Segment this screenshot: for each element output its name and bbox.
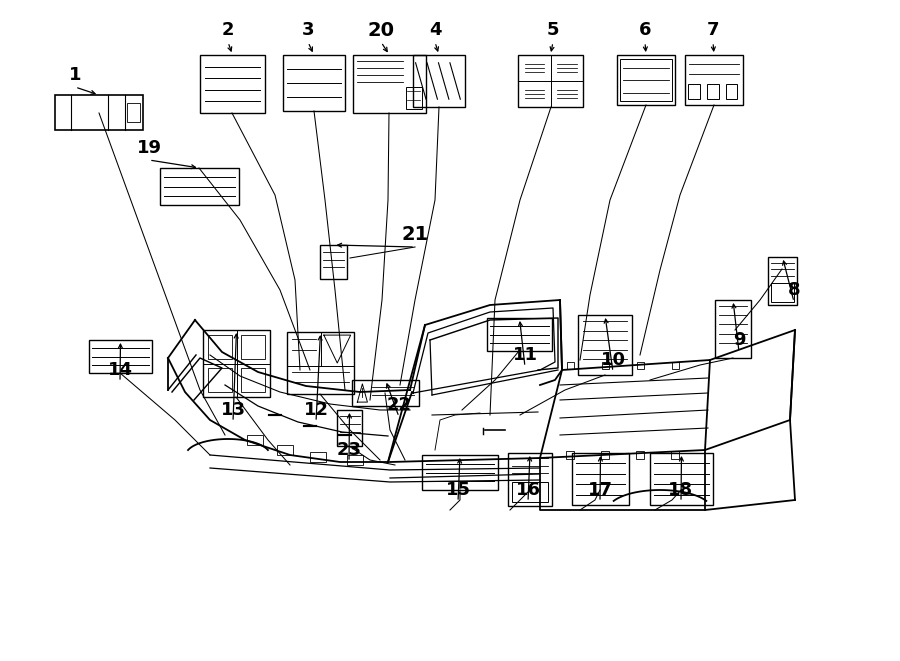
Bar (287, 332, 354, 394)
Text: 14: 14 (107, 361, 132, 379)
Bar (203, 330, 270, 397)
Bar (672, 362, 679, 369)
Bar (671, 451, 679, 459)
Bar (127, 102, 140, 122)
Bar (715, 300, 751, 358)
Bar (768, 257, 797, 305)
Bar (601, 451, 609, 459)
Text: 9: 9 (733, 331, 745, 349)
Text: 13: 13 (220, 401, 246, 419)
Bar (406, 87, 421, 109)
Text: 18: 18 (669, 481, 694, 499)
Bar (277, 445, 293, 455)
Bar (422, 455, 498, 490)
Bar (160, 168, 239, 205)
Bar (241, 368, 266, 393)
Bar (347, 455, 363, 465)
Text: 11: 11 (512, 346, 537, 364)
Bar (247, 435, 263, 445)
Bar (707, 84, 718, 99)
Bar (352, 380, 419, 406)
Bar (241, 334, 266, 359)
Bar (578, 315, 632, 375)
Bar (688, 84, 700, 99)
Text: 22: 22 (386, 396, 411, 414)
Bar (89, 340, 152, 373)
Bar (518, 55, 583, 107)
Bar (508, 453, 552, 506)
Text: 12: 12 (303, 401, 328, 419)
Bar (572, 453, 629, 505)
Text: 15: 15 (446, 481, 471, 499)
Bar (512, 482, 547, 502)
Text: 2: 2 (221, 21, 234, 39)
Bar (487, 318, 552, 351)
Text: 6: 6 (639, 21, 652, 39)
Bar (771, 284, 794, 301)
Text: 10: 10 (600, 351, 626, 369)
Bar (617, 55, 675, 105)
Bar (637, 362, 644, 369)
Bar (310, 452, 326, 462)
Bar (650, 453, 713, 505)
Bar (283, 55, 345, 111)
Text: 3: 3 (302, 21, 314, 39)
Text: 21: 21 (401, 225, 428, 245)
Bar (320, 245, 347, 279)
Bar (413, 55, 465, 107)
Bar (353, 55, 426, 113)
Bar (620, 59, 671, 101)
Text: 7: 7 (706, 21, 719, 39)
Bar (685, 55, 743, 105)
Bar (566, 451, 574, 459)
Bar (208, 368, 232, 393)
Bar (55, 95, 143, 130)
Text: 16: 16 (516, 481, 541, 499)
Text: 23: 23 (337, 441, 362, 459)
Text: 4: 4 (428, 21, 441, 39)
Bar (208, 334, 232, 359)
Bar (602, 362, 609, 369)
Bar (636, 451, 644, 459)
Bar (567, 362, 574, 369)
Text: 5: 5 (547, 21, 559, 39)
Text: 20: 20 (367, 20, 394, 40)
Text: 19: 19 (137, 139, 161, 157)
Text: 8: 8 (788, 281, 800, 299)
Bar (725, 84, 737, 99)
Bar (200, 55, 265, 113)
Bar (337, 410, 362, 446)
Text: 17: 17 (588, 481, 613, 499)
Text: 1: 1 (68, 66, 81, 84)
